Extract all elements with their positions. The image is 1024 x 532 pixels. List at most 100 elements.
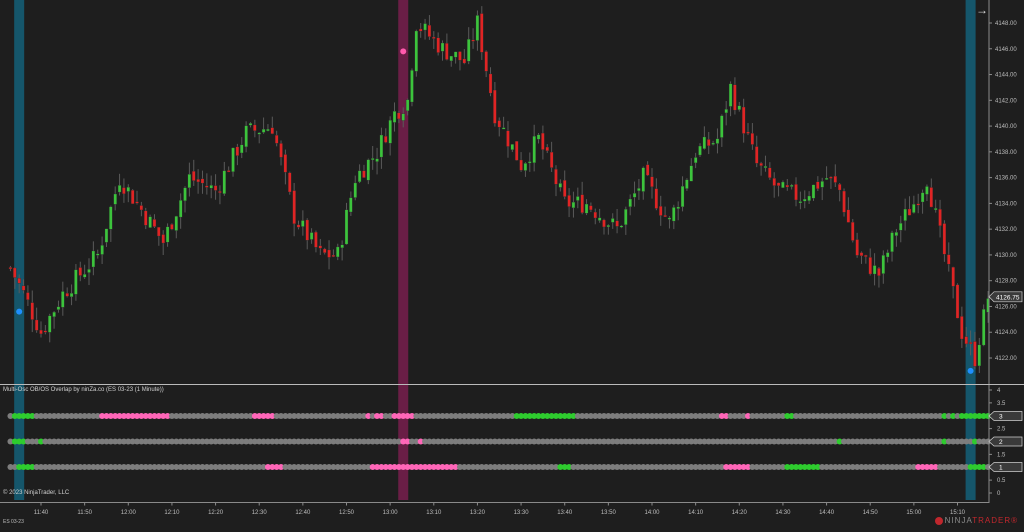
up-candle-body: [309, 232, 314, 240]
indicator-dot: [500, 413, 507, 419]
indicator-dot: [552, 464, 559, 470]
down-candle-body: [602, 219, 606, 228]
indicator-dot: [600, 464, 607, 470]
candle: [877, 266, 881, 288]
candle: [218, 185, 222, 205]
down-candle-body: [615, 220, 619, 227]
indicator-dot: [195, 413, 202, 419]
scroll-to-end-arrow-icon[interactable]: →: [976, 3, 988, 17]
indicator-dot: [33, 438, 40, 445]
indicator-dot: [727, 413, 734, 419]
indicator-dot: [775, 464, 782, 470]
teal-signal-band: [14, 0, 25, 500]
indicator-dot: [915, 413, 922, 419]
indicator-dot: [928, 438, 935, 445]
indicator-dot: [561, 413, 568, 419]
indicator-dot: [291, 438, 298, 445]
indicator-dot: [771, 464, 778, 470]
down-candle-body: [855, 239, 859, 256]
up-candle-body: [803, 198, 807, 202]
indicator-dot: [736, 464, 743, 470]
indicator-dot: [574, 438, 581, 445]
candle: [288, 171, 292, 195]
price-axis-label: 4146.00: [995, 47, 1017, 53]
candle: [641, 166, 645, 200]
candle: [715, 128, 720, 154]
indicator-dot: [286, 438, 293, 445]
indicator-dot: [758, 464, 765, 470]
indicator-dot: [422, 413, 429, 419]
up-candle-body: [357, 170, 362, 183]
time-axis-label: 12:00: [121, 510, 137, 516]
indicator-dot: [330, 464, 337, 470]
indicator-dot: [474, 464, 481, 470]
indicator-dot: [430, 438, 437, 445]
candle: [405, 98, 410, 116]
indicator-dot: [474, 413, 481, 419]
indicator-dot: [670, 413, 677, 419]
time-axis-label: 13:40: [557, 510, 573, 516]
up-candle-body: [824, 177, 829, 180]
indicator-dot: [640, 464, 647, 470]
candle: [353, 175, 357, 201]
candle: [253, 119, 257, 138]
indicator-dot: [793, 438, 800, 445]
indicator-dot: [832, 464, 839, 470]
down-candle-body: [17, 277, 21, 284]
indicator-dot: [666, 413, 673, 419]
indicator-dot: [697, 438, 704, 445]
indicator-dot: [657, 464, 664, 470]
indicator-dot: [570, 438, 577, 445]
indicator-dot: [116, 413, 123, 419]
indicator-dot: [971, 438, 978, 445]
indicator-dot: [600, 413, 607, 419]
up-candle-body: [894, 232, 899, 236]
down-candle-body: [462, 58, 466, 64]
down-candle-body: [253, 124, 257, 131]
candle: [846, 197, 851, 223]
indicator-row-3: [7, 413, 992, 419]
indicator-dot: [103, 413, 110, 419]
candle: [567, 188, 571, 218]
candle: [375, 147, 379, 175]
candle: [685, 178, 689, 191]
time-axis-label: 11:50: [77, 510, 92, 516]
indicator-dot: [470, 438, 477, 445]
down-candle-body: [829, 176, 833, 179]
up-candle-body: [87, 269, 91, 273]
indicator-dot: [483, 464, 490, 470]
indicator-dot: [308, 438, 315, 445]
up-candle-body: [100, 245, 104, 255]
indicator-dot: [692, 464, 699, 470]
indicator-dot: [120, 438, 127, 445]
indicator-dot: [129, 464, 136, 470]
indicator-dot: [478, 438, 485, 445]
indicator-dot: [622, 413, 629, 419]
down-candle-body: [868, 257, 872, 275]
indicator-dot: [513, 413, 520, 419]
up-candle-body: [576, 196, 580, 201]
up-candle-body: [584, 203, 589, 214]
candle: [74, 264, 78, 301]
candle: [65, 287, 69, 298]
indicator-dot: [107, 413, 114, 419]
price-axis-label: 4136.00: [995, 176, 1017, 182]
down-candle-body: [785, 184, 789, 188]
up-candle-body: [449, 55, 453, 62]
up-candle-body: [165, 226, 170, 243]
price-axis-label: 4138.00: [995, 150, 1017, 156]
indicator-dot: [365, 464, 372, 470]
up-candle-body: [632, 193, 637, 198]
indicator-dot: [491, 438, 498, 445]
indicator-dot: [653, 464, 660, 470]
indicator-dot: [182, 438, 189, 445]
up-candle-body: [410, 70, 414, 103]
candle: [899, 215, 903, 243]
indicator-dot: [539, 464, 546, 470]
candle: [305, 218, 309, 250]
indicator-dot: [649, 413, 655, 419]
indicator-dot: [910, 438, 917, 445]
indicator-dot: [941, 413, 948, 419]
